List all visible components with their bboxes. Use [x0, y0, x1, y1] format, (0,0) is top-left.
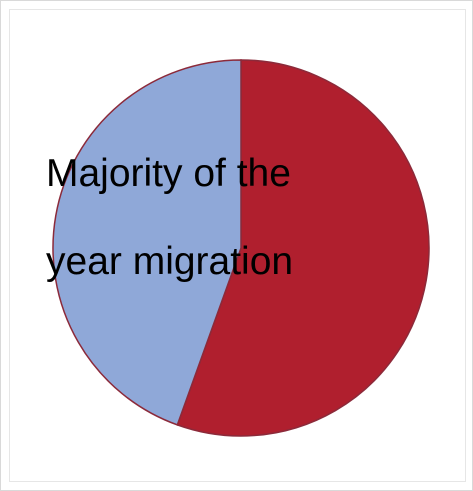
pie-slice-2: [52, 59, 242, 426]
chart-title-line-1: Majority of the: [46, 152, 291, 195]
chart-title-line-2: year migration: [46, 240, 294, 283]
pie-slice-1: [176, 59, 430, 437]
plot-area: [9, 9, 466, 482]
chart-title: Majority of the year migration: [46, 108, 366, 328]
